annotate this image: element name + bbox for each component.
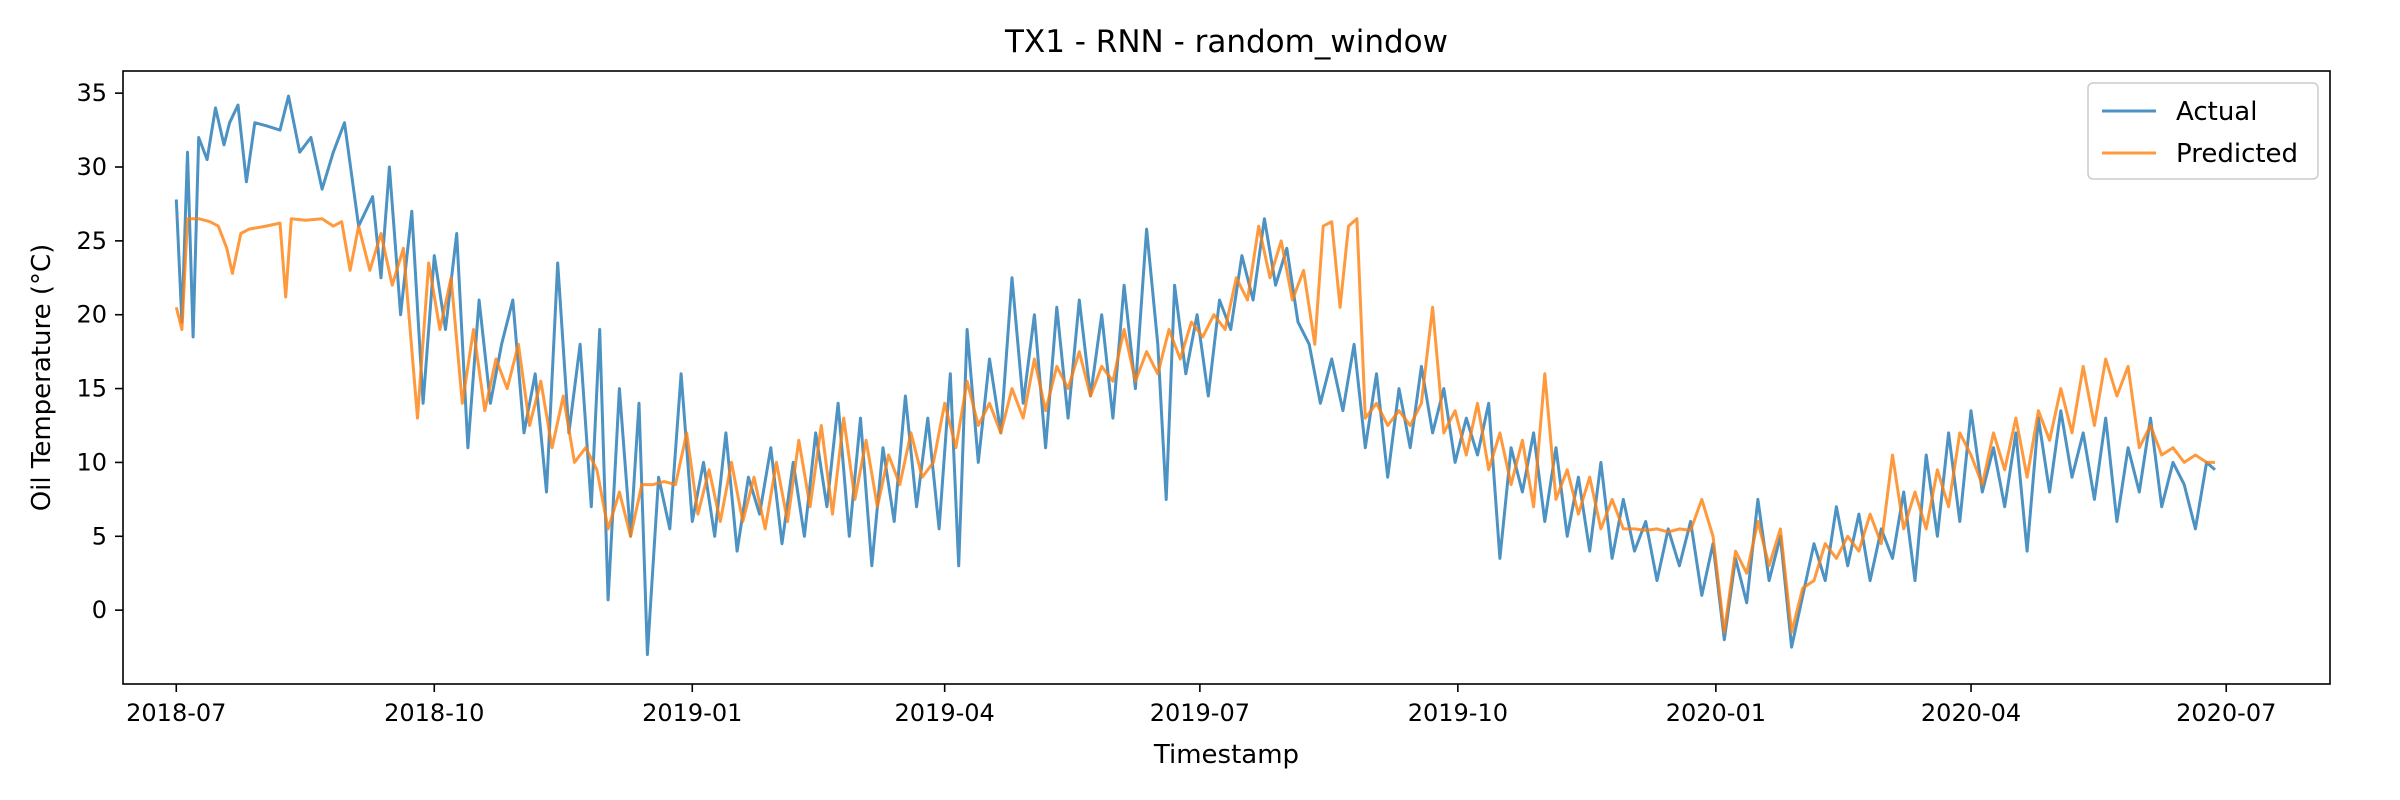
y-tick-label: 5 bbox=[92, 522, 107, 550]
y-tick-label: 25 bbox=[76, 227, 107, 255]
y-tick-label: 35 bbox=[76, 79, 107, 107]
y-axis-label: Oil Temperature (°C) bbox=[27, 244, 57, 512]
y-tick-label: 30 bbox=[76, 153, 107, 181]
x-tick-label: 2018-10 bbox=[384, 699, 484, 727]
x-axis: 2018-07 2018-10 2019-01 2019-04 2019-07 2019-… bbox=[126, 684, 2276, 727]
chart-title: TX1 - RNN - random_window bbox=[1004, 24, 1448, 60]
series-layer bbox=[174, 94, 2216, 656]
x-tick-label: 2019-07 bbox=[1150, 699, 1250, 727]
series-line-predicted bbox=[174, 217, 2215, 634]
axes-frame bbox=[122, 70, 2331, 685]
y-tick-label: 15 bbox=[76, 375, 107, 403]
series-line-actual bbox=[174, 94, 2216, 656]
x-tick-label: 2019-01 bbox=[642, 699, 742, 727]
y-tick-label: 0 bbox=[92, 596, 107, 624]
y-tick-label: 10 bbox=[76, 448, 107, 476]
y-tick-label: 20 bbox=[76, 301, 107, 329]
legend-box bbox=[2087, 82, 2319, 180]
plot-area bbox=[122, 70, 2331, 685]
legend-label-actual: Actual bbox=[2176, 97, 2257, 127]
x-tick-label: 2019-04 bbox=[895, 699, 995, 727]
x-tick-label: 2019-10 bbox=[1408, 699, 1508, 727]
legend-label-predicted: Predicted bbox=[2176, 139, 2298, 169]
legend[interactable]: Actual Predicted bbox=[2087, 82, 2319, 180]
x-tick-label: 2018-07 bbox=[126, 699, 226, 727]
x-tick-label: 2020-01 bbox=[1666, 699, 1766, 727]
x-axis-label: Timestamp bbox=[1153, 740, 1299, 770]
y-axis: 0 5 10 15 20 25 30 35 bbox=[76, 79, 123, 624]
x-tick-label: 2020-04 bbox=[1921, 699, 2021, 727]
x-tick-label: 2020-07 bbox=[2176, 699, 2276, 727]
